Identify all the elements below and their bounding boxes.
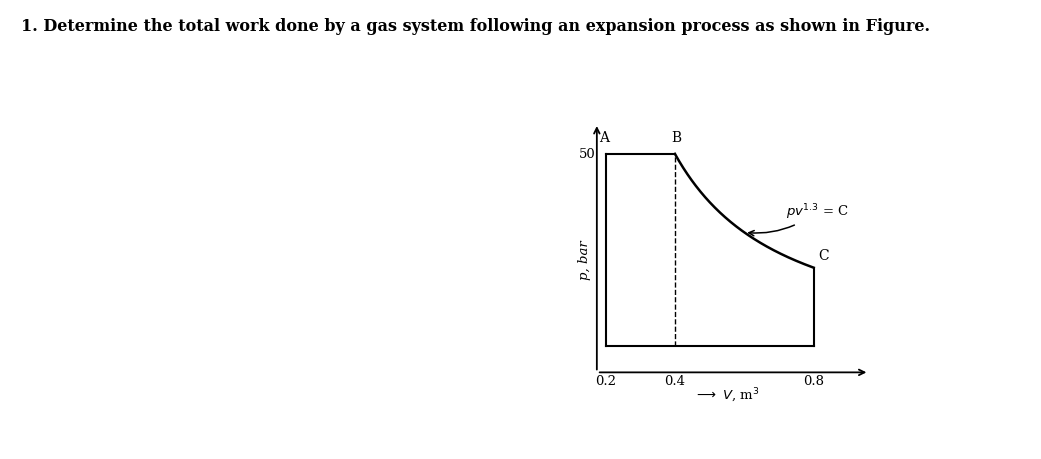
Text: C: C: [818, 248, 829, 263]
Text: 0.8: 0.8: [804, 375, 824, 387]
Text: B: B: [671, 131, 682, 145]
Text: $\longrightarrow$ $V$, m$^3$: $\longrightarrow$ $V$, m$^3$: [694, 386, 760, 404]
Text: 50: 50: [579, 148, 595, 161]
Text: 0.4: 0.4: [664, 375, 685, 387]
Text: 0.2: 0.2: [595, 375, 616, 387]
Text: p, bar: p, bar: [578, 240, 590, 280]
Text: $pv^{1.3}$ = C: $pv^{1.3}$ = C: [748, 202, 848, 236]
Text: A: A: [599, 131, 609, 145]
Text: 1. Determine the total work done by a gas system following an expansion process : 1. Determine the total work done by a ga…: [21, 18, 930, 35]
